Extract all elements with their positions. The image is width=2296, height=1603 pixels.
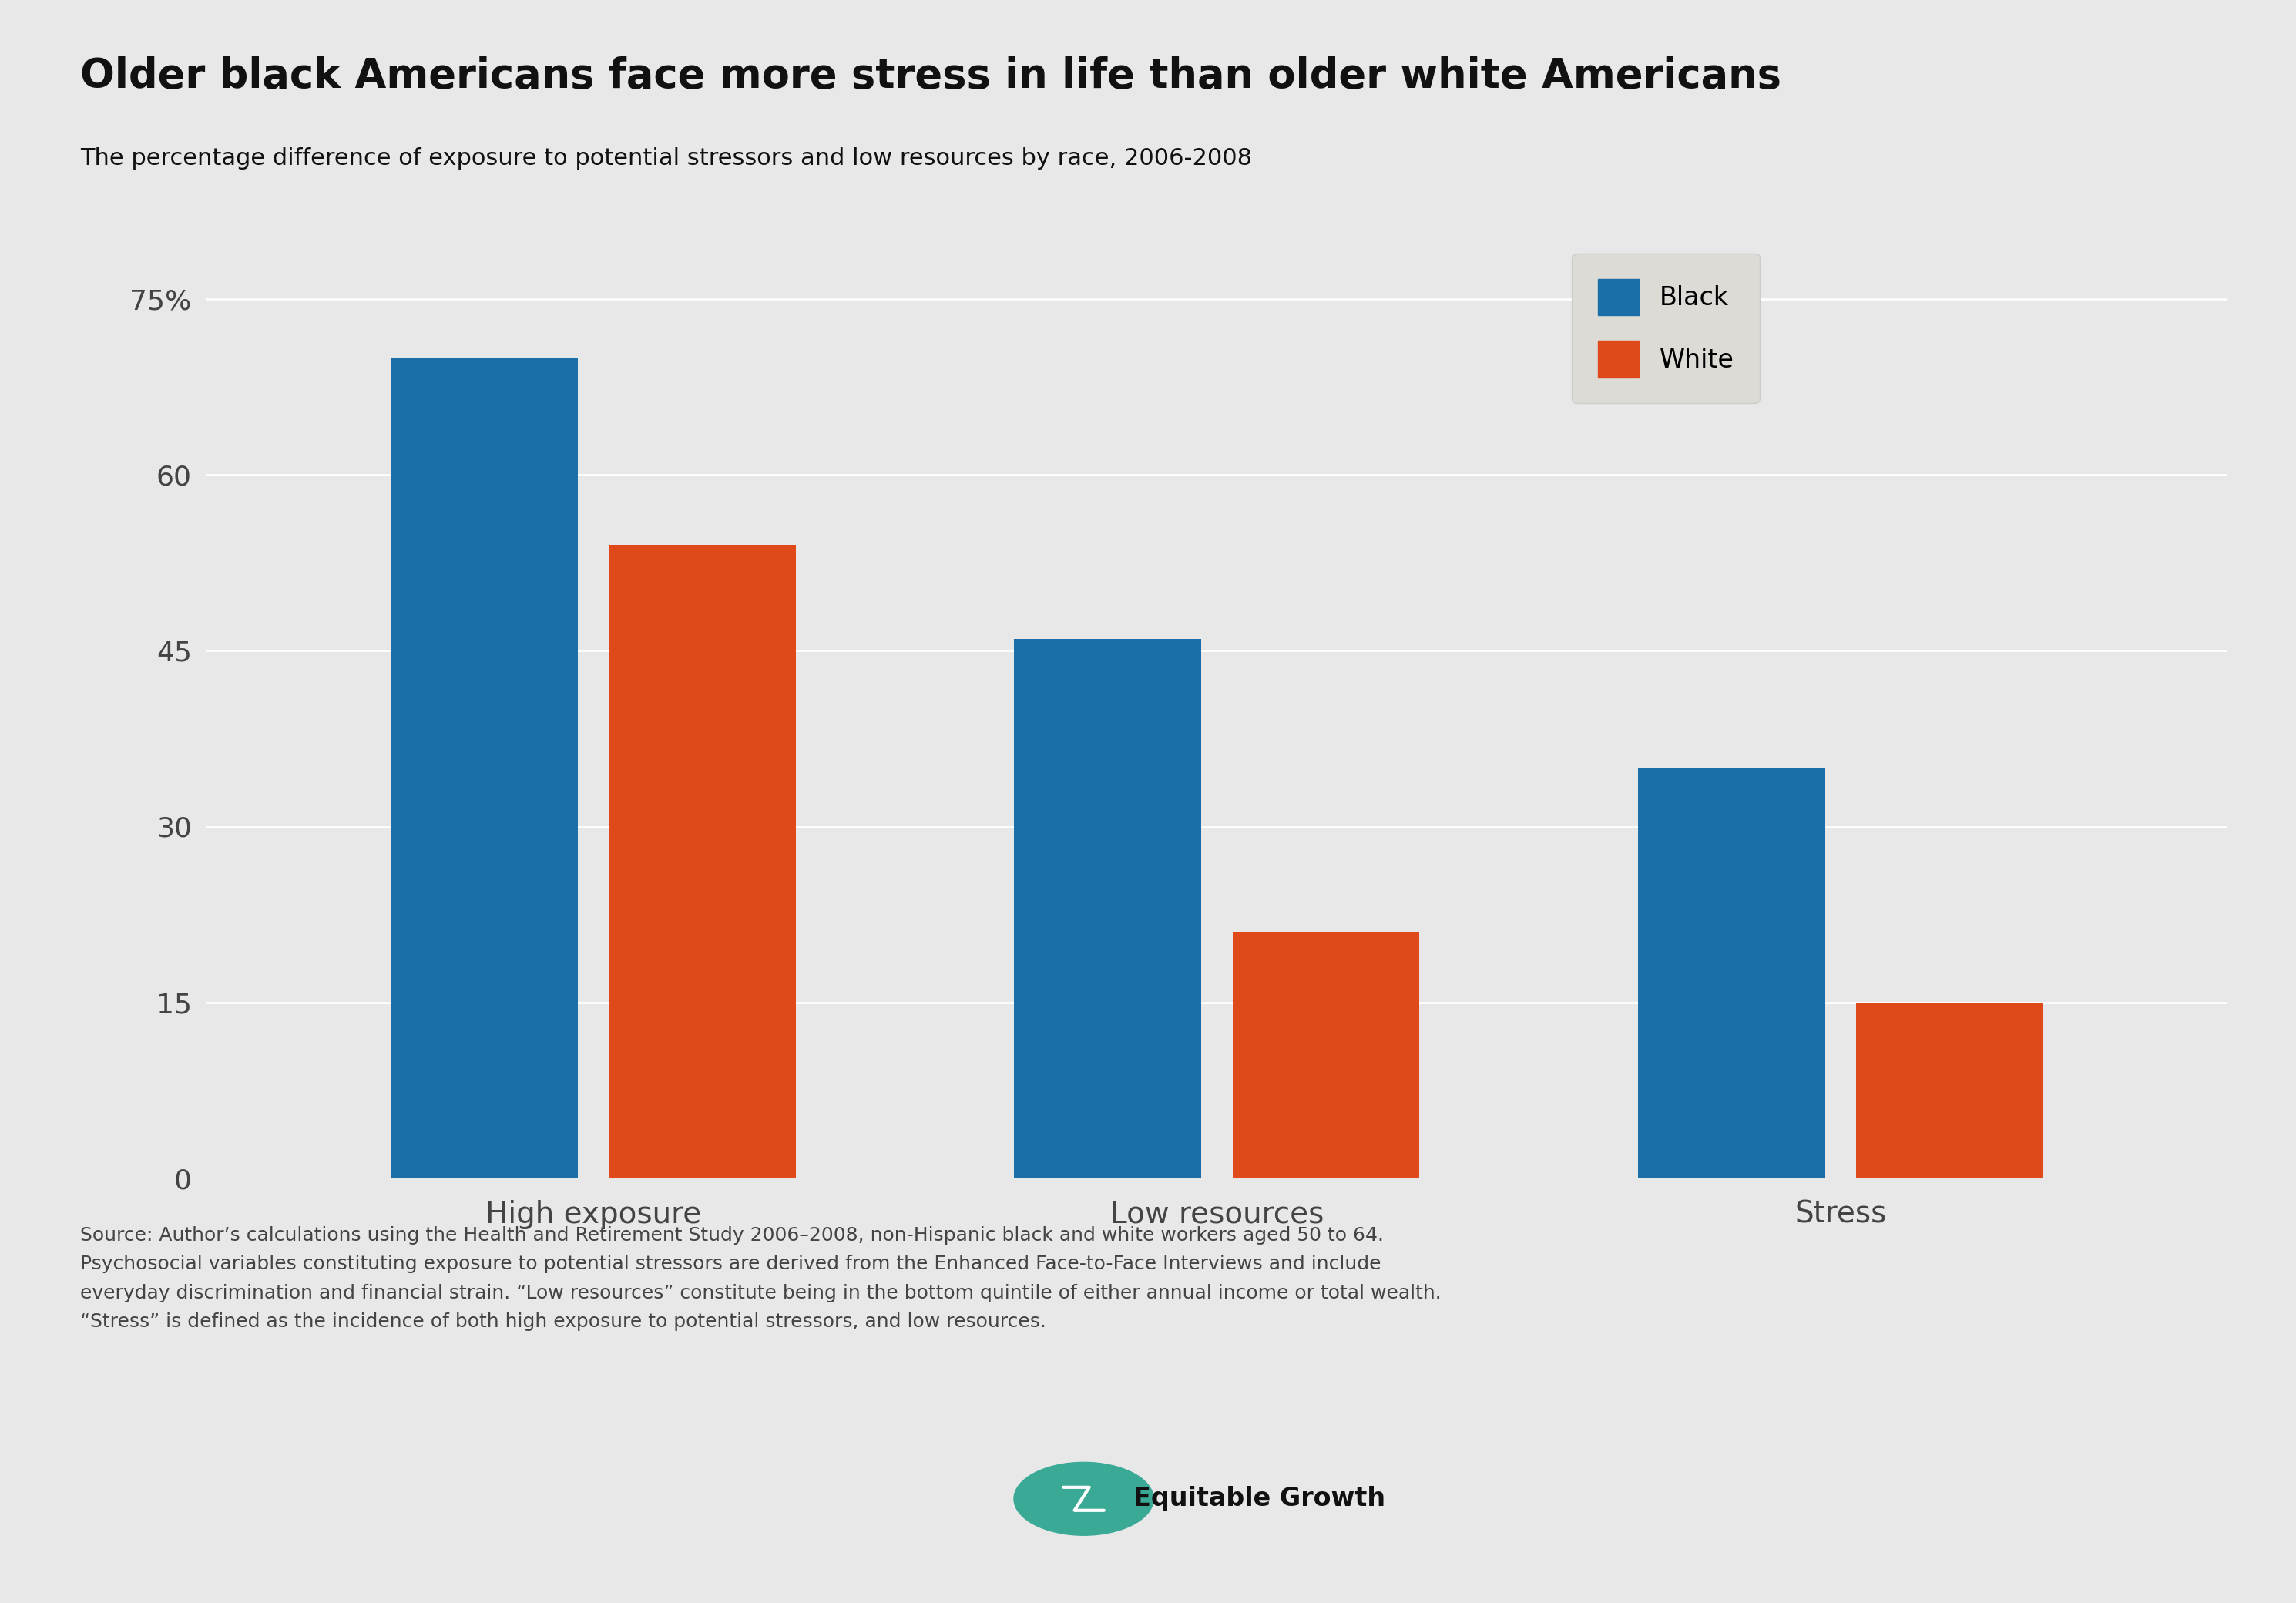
Legend: Black, White: Black, White <box>1573 253 1759 402</box>
Bar <box>1015 640 1201 1178</box>
Text: The percentage difference of exposure to potential stressors and low resources b: The percentage difference of exposure to… <box>80 147 1251 170</box>
Text: Source: Author’s calculations using the Health and Retirement Study 2006–2008, n: Source: Author’s calculations using the … <box>80 1226 1442 1330</box>
Text: Older black Americans face more stress in life than older white Americans: Older black Americans face more stress i… <box>80 56 1782 96</box>
Bar <box>1233 931 1419 1178</box>
Bar <box>1637 768 1825 1178</box>
Bar <box>608 545 797 1178</box>
Bar <box>390 357 579 1178</box>
Circle shape <box>1015 1462 1153 1536</box>
Text: Equitable Growth: Equitable Growth <box>1134 1486 1384 1512</box>
Bar <box>1855 1002 2043 1178</box>
